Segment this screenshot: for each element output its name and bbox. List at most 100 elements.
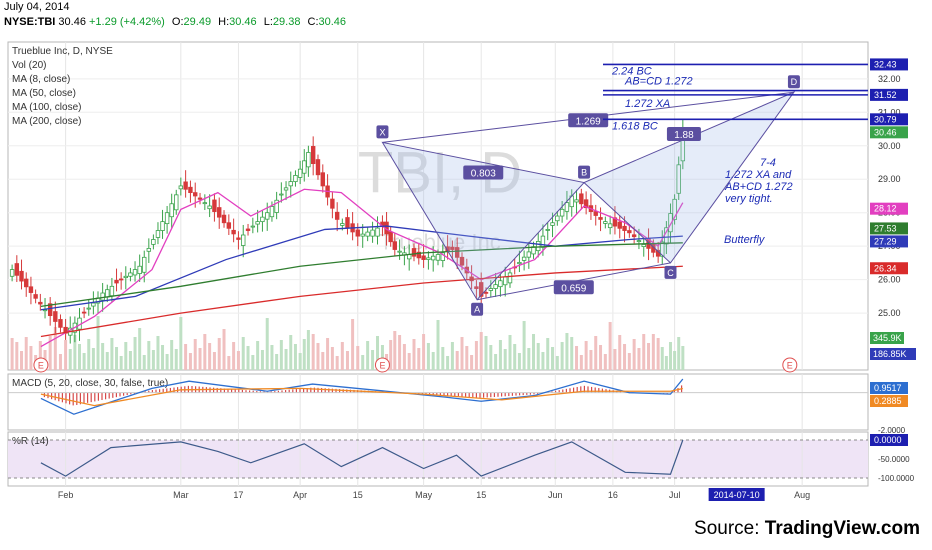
credit-prefix: Source: [694, 518, 765, 539]
volume-bar [632, 339, 636, 370]
candle [435, 254, 441, 261]
candle [241, 234, 246, 246]
volume-bar [246, 346, 250, 370]
vol-tag-text: 186.85K [873, 349, 907, 359]
candle [155, 230, 161, 238]
candle [58, 319, 63, 328]
ratio-tag [553, 280, 594, 295]
candle [236, 237, 241, 240]
volume-bar [260, 350, 264, 370]
candle [142, 256, 147, 273]
level-label: AB=CD 1.272 [624, 76, 693, 88]
pattern-point-tag [376, 125, 389, 139]
candle [137, 265, 142, 275]
cursor-date-text: 2014-07-10 [714, 490, 760, 500]
ratio-tag [463, 165, 504, 180]
volume-bar [673, 351, 677, 370]
volume-bar [426, 343, 430, 370]
candle [488, 288, 494, 291]
volume-bar [579, 355, 583, 370]
candle [320, 172, 325, 187]
y-tick-label: 30.00 [878, 141, 901, 151]
price-tag-text: 26.34 [874, 263, 897, 273]
candle [212, 199, 217, 212]
candle [355, 229, 360, 237]
volume-bar [532, 334, 536, 370]
candle [164, 212, 170, 225]
header-date: July 04, 2014 [4, 1, 70, 13]
volume-bar [436, 320, 440, 370]
candle [279, 193, 284, 196]
volume-bar [147, 341, 151, 370]
x-tick-label: Mar [173, 490, 189, 500]
price-tag [870, 202, 908, 215]
candle [676, 164, 681, 194]
volume-bar [575, 346, 579, 370]
candle [503, 276, 508, 286]
volume-bar [311, 334, 315, 370]
candle [118, 278, 124, 281]
price-tag-text: 27.29 [874, 236, 897, 246]
volume-bar [193, 339, 197, 370]
credit-brand: TradingView.com [764, 518, 920, 539]
pattern-triangle-xab [381, 141, 586, 301]
x-tick-label: May [415, 490, 433, 500]
volume-bar [335, 356, 339, 370]
volume-bar [412, 339, 416, 370]
candle [221, 214, 227, 224]
candle [388, 231, 393, 243]
level-label: 1.618 BC [612, 120, 658, 132]
pane-0 [7, 41, 869, 371]
volume-bar [330, 347, 334, 370]
chart-area[interactable]: Feb Mar 17 Apr 15 May 15 Jun 16 Jul Aug 2014-07-10 2… [0, 34, 932, 506]
volume-bar [555, 356, 559, 370]
volume-bar [10, 338, 14, 370]
candle [574, 199, 579, 203]
volume-bar [560, 342, 564, 370]
volume-bar [455, 351, 459, 370]
candle [545, 229, 550, 231]
candle [593, 211, 598, 216]
moving-average-line [40, 265, 683, 338]
candle [550, 222, 555, 226]
candle [345, 217, 350, 229]
wr-title: %R (14) [12, 436, 49, 447]
volume-bar [356, 346, 360, 370]
pattern-point-label: X [379, 127, 385, 137]
ratio-label: 1.269 [576, 116, 601, 127]
candle [100, 292, 105, 301]
volume-bar [484, 336, 488, 370]
x-tick-label: 15 [353, 490, 363, 500]
open-label: O: [171, 16, 184, 28]
volume-bar [38, 341, 42, 370]
volume-bar [73, 335, 77, 370]
candle [536, 240, 541, 252]
price-tag-text: 27.53 [874, 223, 897, 233]
volume-bar [508, 335, 512, 370]
volume-bar [133, 337, 137, 370]
y-tick-label: 29.00 [878, 174, 901, 184]
volume-bar [124, 342, 128, 370]
volume-bar [58, 354, 62, 370]
candle [109, 285, 115, 297]
candle [245, 228, 251, 231]
volume-bar [68, 349, 72, 370]
candle [105, 289, 110, 298]
pattern-point-label: A [474, 305, 480, 315]
price-tag [870, 262, 908, 275]
y-tick-label: 26.00 [878, 275, 901, 285]
volume-bar [623, 344, 627, 370]
candle [265, 212, 270, 220]
last-price: 30.46 [58, 16, 86, 28]
volume-bar [651, 334, 655, 370]
volume-bar [115, 347, 119, 370]
candle [330, 198, 335, 209]
volume-bar [479, 332, 483, 370]
x-tick-label: 15 [476, 490, 486, 500]
candle [260, 216, 265, 223]
volume-bar [232, 342, 236, 370]
candle [53, 311, 58, 322]
pattern-point-label: B [581, 168, 587, 178]
wr-y-tick: -50.0000 [878, 455, 910, 464]
candle [526, 251, 532, 258]
